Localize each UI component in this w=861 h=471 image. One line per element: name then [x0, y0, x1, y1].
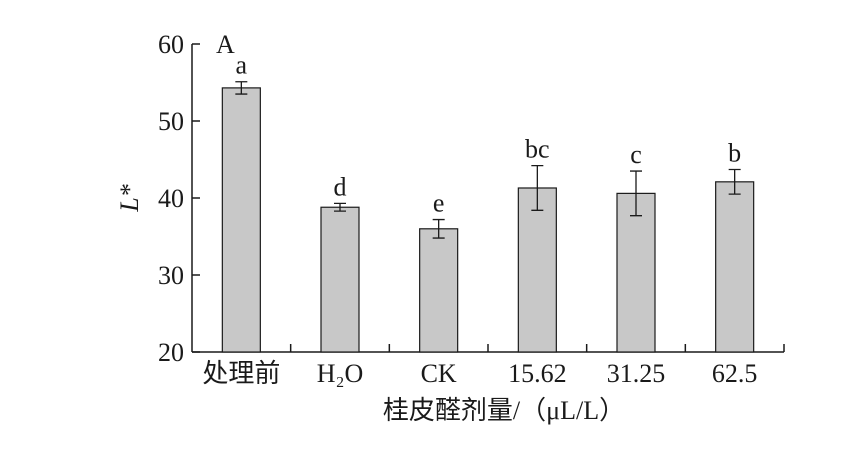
y-axis-title-text: L* [115, 184, 144, 212]
significance-label-5: b [728, 139, 741, 168]
error-bar-0 [235, 81, 248, 95]
y-tick-label: 50 [158, 107, 184, 136]
category-label-1: H₂O [317, 359, 364, 388]
panel-label: A [216, 30, 235, 59]
significance-label-1: d [334, 172, 347, 201]
y-axis: 20 30 40 50 60 [158, 30, 200, 367]
significance-labels: a d e bc c b [236, 51, 742, 218]
x-axis-title: 桂皮醛剂量/（μL/L） [383, 396, 625, 425]
y-tick-label: 20 [158, 338, 184, 367]
category-label-3: 15.62 [508, 359, 567, 388]
error-bar-4 [630, 170, 642, 217]
error-bar-5 [728, 168, 741, 195]
bar-4 [616, 192, 656, 353]
bar-0 [221, 87, 261, 353]
error-bar-1 [334, 202, 346, 212]
x-axis: 处理前 H₂O CK 15.62 31.25 62.5 [192, 344, 785, 388]
significance-label-2: e [433, 189, 445, 218]
bar-1 [320, 206, 360, 353]
bar-5 [715, 181, 755, 353]
y-tick-label: 30 [158, 261, 184, 290]
category-label-5: 62.5 [712, 359, 758, 388]
bar-3 [517, 187, 557, 353]
category-label-2: CK [421, 359, 457, 388]
y-tick-label: 40 [158, 184, 184, 213]
error-bars [235, 81, 741, 239]
bars [221, 87, 755, 353]
significance-label-4: c [630, 140, 642, 169]
error-bar-3 [531, 165, 544, 211]
category-label-4: 31.25 [607, 359, 666, 388]
bar-2 [419, 228, 459, 353]
significance-label-0: a [236, 51, 248, 80]
significance-label-3: bc [525, 135, 550, 164]
y-axis-title: L* [115, 184, 144, 212]
y-tick-label: 60 [158, 30, 184, 59]
error-bar-2 [432, 218, 445, 239]
category-label-0: 处理前 [202, 359, 280, 388]
